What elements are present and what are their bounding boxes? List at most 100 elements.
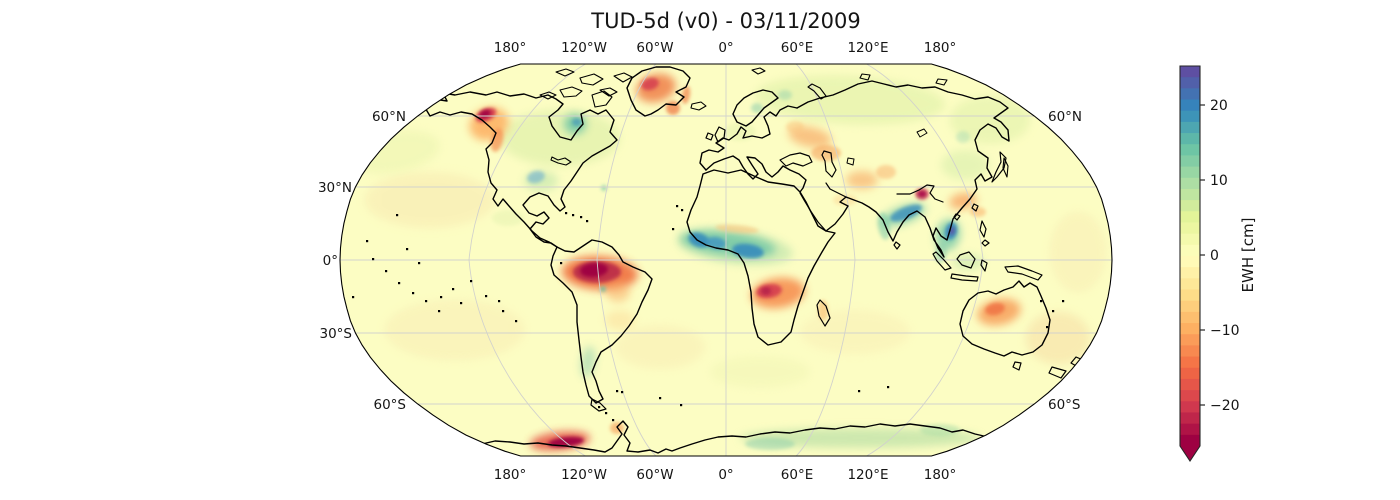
island-dot — [586, 220, 589, 223]
anomaly-eant-teal — [745, 438, 795, 450]
coast-arctic-islands — [539, 68, 633, 108]
colorbar-band — [1180, 121, 1200, 134]
anomaly-sahel-core-e — [732, 243, 764, 259]
colorbar-outline — [1179, 65, 1201, 462]
island-dot — [612, 419, 615, 422]
anomaly-spacific-wash — [385, 300, 525, 360]
island-dot — [485, 295, 488, 298]
island-dot — [616, 390, 619, 393]
anomaly-borneo-green — [952, 254, 984, 270]
coast-black-sea — [779, 152, 813, 167]
colorbar-band — [1180, 144, 1200, 156]
lat-label-left-30s: 30°S — [320, 326, 353, 342]
island-dot — [515, 320, 518, 323]
colorbar-band — [1180, 110, 1200, 123]
lat-label-left-0: 0° — [323, 253, 338, 269]
anomaly-patagonia-teal — [580, 346, 596, 378]
island-dot — [396, 214, 399, 217]
himalaya-outline — [896, 184, 944, 203]
coast-baikal-aral — [846, 128, 928, 166]
colorbar-band — [1180, 188, 1200, 201]
coast-africa — [686, 169, 836, 346]
island-dot — [438, 310, 441, 313]
coast-antarctica — [454, 420, 1025, 454]
lon-label-bottom-60w: 60°W — [636, 467, 673, 483]
coast-tasmania — [1012, 361, 1022, 371]
anomaly-tasman-wash — [1026, 312, 1090, 364]
island-dot — [621, 391, 624, 394]
anomaly-india-west-teal — [877, 212, 891, 240]
colorbar-band — [1180, 256, 1200, 268]
cb-label-minus10: −10 — [1210, 323, 1240, 339]
island-dot — [680, 404, 683, 407]
anomaly-satlantic-wash — [615, 325, 705, 369]
anomaly-sindian-wash — [800, 310, 910, 354]
anomaly-greenland-east — [681, 86, 691, 104]
colorbar-band — [1180, 77, 1200, 89]
anomaly-kazakh-orange — [846, 171, 878, 189]
colorbar-band — [1180, 133, 1200, 145]
island-dot — [1062, 300, 1065, 303]
coast-asia — [796, 80, 1010, 258]
coast-australia — [959, 280, 1051, 357]
colorbar-band — [1180, 311, 1200, 324]
island-dot — [572, 214, 575, 217]
lon-label-bottom-180w: 180° — [494, 467, 527, 483]
anomaly-himalaya-blue-band — [890, 204, 922, 222]
map-boundary — [339, 63, 1113, 457]
island-dot — [385, 270, 388, 273]
island-dot — [676, 205, 679, 208]
colorbar-band — [1180, 155, 1200, 168]
colorbar-band — [1180, 345, 1200, 358]
island-dot — [598, 406, 601, 409]
coastlines — [352, 66, 1084, 454]
colorbar-band — [1180, 211, 1200, 223]
lon-label-top-0: 0° — [718, 40, 733, 56]
anomaly-safrica-core-dark — [761, 287, 771, 295]
figure-title: TUD-5d (v0) - 03/11/2009 — [590, 9, 860, 33]
island-dot — [452, 288, 455, 291]
meridian-120w — [468, 64, 590, 456]
coast-mediterranean-north — [705, 155, 807, 193]
coast-persian-gulf — [825, 182, 847, 198]
cb-label-20: 20 — [1210, 98, 1228, 114]
coast-greenland — [626, 66, 691, 117]
colorbar-band — [1180, 390, 1200, 402]
coast-scandinavia — [732, 89, 779, 127]
island-dot — [460, 302, 463, 305]
lon-label-top-60e: 60°E — [781, 40, 813, 56]
island-dot — [887, 386, 890, 389]
island-dot — [366, 240, 369, 243]
anomaly-sechina-orange — [949, 192, 977, 210]
anomaly-eantarctica-green — [740, 428, 980, 448]
colorbar-band — [1180, 66, 1200, 78]
coast-tierra-del-fuego — [590, 398, 607, 412]
lat-label-left-60s: 60°S — [374, 397, 407, 413]
colorbar-band — [1180, 367, 1200, 380]
island-dot — [352, 296, 355, 299]
coast-madagascar — [816, 299, 831, 327]
lat-label-left-60n: 60°N — [372, 109, 406, 125]
coast-iceland — [690, 101, 707, 111]
anomaly-himalaya-dot — [917, 190, 927, 198]
island-dot — [412, 292, 415, 295]
island-dot — [372, 258, 375, 261]
colorbar-band — [1180, 278, 1200, 291]
coast-north-america — [423, 91, 618, 248]
meridian-60e — [793, 64, 856, 456]
right-latitude-axis: 60°N 60°S — [1048, 109, 1082, 413]
island-dot — [406, 248, 409, 251]
anomaly-scand-teal2 — [778, 90, 792, 100]
colorbar-band — [1180, 233, 1200, 246]
left-latitude-axis: 60°N 30°N 0° 30°S 60°S — [318, 109, 406, 413]
anomaly-us-teal-dot — [601, 185, 607, 191]
island-dot — [565, 212, 568, 215]
anomaly-iran-orange — [833, 194, 857, 206]
colorbar-band — [1180, 334, 1200, 346]
anomaly-amazon-ext — [606, 282, 630, 302]
lat-label-right-60s: 60°S — [1048, 397, 1081, 413]
anomaly-scand-teal1 — [751, 103, 763, 113]
lon-label-top-180e: 180° — [924, 40, 957, 56]
coast-europe-atlantic — [699, 105, 798, 171]
anomaly-scandinavia-orange — [786, 121, 804, 133]
